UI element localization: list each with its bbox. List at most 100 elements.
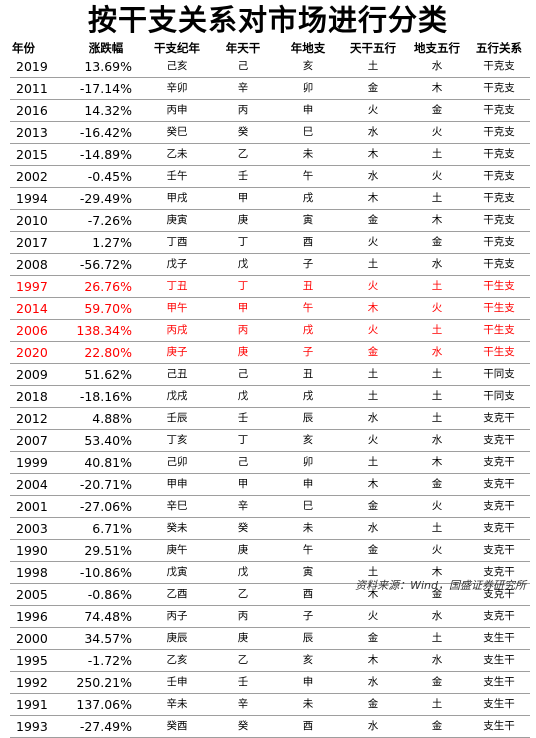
cell-ganzhi: 乙亥	[144, 649, 210, 672]
cell-relation: 支生干	[468, 715, 530, 738]
table-row: 2018 -18.16% 戊戌戊戌土土干同支	[10, 385, 530, 408]
cell-zhi: 酉	[276, 231, 340, 254]
cell-zhi: 卯	[276, 451, 340, 474]
cell-relation: 支克干	[468, 473, 530, 496]
cell-zhi: 寅	[276, 209, 340, 232]
cell-gan: 庚	[210, 627, 276, 650]
cell-gan: 丙	[210, 99, 276, 122]
cell-gan: 乙	[210, 143, 276, 166]
table-row: 2013 -16.42% 癸巳癸巳水火干克支	[10, 121, 530, 144]
cell-year: 2010	[10, 209, 68, 232]
source-note: 资料来源：Wind，国盛证券研究所	[355, 579, 526, 592]
cell-ganzhi: 辛巳	[144, 495, 210, 518]
cell-ganzhi: 癸巳	[144, 121, 210, 144]
cell-ganzhi: 丙申	[144, 99, 210, 122]
cell-zhi-wuxing: 水	[406, 341, 468, 364]
table-row: 1991 137.06% 辛未辛未金土支生干	[10, 693, 530, 716]
cell-relation: 干生支	[468, 297, 530, 320]
cell-ganzhi: 辛卯	[144, 77, 210, 100]
cell-year: 1992	[10, 671, 68, 694]
cell-change: -14.89%	[68, 143, 144, 166]
cell-relation: 干克支	[468, 253, 530, 276]
cell-year: 2000	[10, 627, 68, 650]
cell-gan: 己	[210, 363, 276, 386]
cell-relation: 干克支	[468, 187, 530, 210]
cell-zhi-wuxing: 火	[406, 495, 468, 518]
cell-relation: 支克干	[468, 429, 530, 452]
cell-year: 2016	[10, 99, 68, 122]
cell-gan-wuxing: 金	[340, 495, 406, 518]
cell-gan: 丁	[210, 275, 276, 298]
cell-gan: 丙	[210, 605, 276, 628]
cell-change: 13.69%	[68, 56, 144, 78]
cell-relation: 干同支	[468, 363, 530, 386]
cell-gan: 己	[210, 451, 276, 474]
cell-change: 6.71%	[68, 517, 144, 540]
cell-gan-wuxing: 水	[340, 517, 406, 540]
cell-ganzhi: 甲午	[144, 297, 210, 320]
table-row: 1992 250.21% 壬申壬申水金支生干	[10, 671, 530, 694]
table-row: 2011 -17.14% 辛卯辛卯金木干克支	[10, 77, 530, 100]
cell-ganzhi: 戊寅	[144, 561, 210, 584]
cell-zhi-wuxing: 火	[406, 539, 468, 562]
header-change: 涨跌幅	[88, 41, 124, 55]
zodiac-market-table: 年份 涨跌幅 干支纪年 年天干 年地支 天干五行 地支五行 五行关系 2019 1…	[10, 40, 530, 738]
table-row: 2017 1.27% 丁酉丁酉火金干克支	[10, 231, 530, 254]
cell-zhi: 酉	[276, 715, 340, 738]
cell-zhi: 未	[276, 517, 340, 540]
cell-zhi: 午	[276, 297, 340, 320]
cell-gan-wuxing: 金	[340, 693, 406, 716]
cell-year: 2007	[10, 429, 68, 452]
cell-change: 53.40%	[68, 429, 144, 452]
cell-change: -0.45%	[68, 165, 144, 188]
cell-gan: 庚	[210, 341, 276, 364]
cell-relation: 干克支	[468, 99, 530, 122]
table-row: 1998 -10.86% 戊寅戊寅土木支克干	[10, 561, 530, 584]
cell-change: 22.80%	[68, 341, 144, 364]
cell-gan: 戊	[210, 561, 276, 584]
cell-gan-wuxing: 土	[340, 561, 406, 584]
table-row: 2020 22.80% 庚子庚子金水干生支	[10, 341, 530, 364]
table-row: 2000 34.57% 庚辰庚辰金土支生干	[10, 627, 530, 650]
table-row: 2019 13.69% 己亥己亥土水干克支	[10, 56, 530, 78]
cell-zhi: 戌	[276, 187, 340, 210]
cell-relation: 支生干	[468, 627, 530, 650]
cell-zhi-wuxing: 水	[406, 56, 468, 78]
cell-year: 2006	[10, 319, 68, 342]
cell-zhi: 子	[276, 605, 340, 628]
cell-year: 2003	[10, 517, 68, 540]
cell-gan-wuxing: 火	[340, 429, 406, 452]
table-row: 1994 -29.49% 甲戌甲戌木土干克支	[10, 187, 530, 210]
table-row: 2015 -14.89% 乙未乙未木土干克支	[10, 143, 530, 166]
cell-change: -0.86%	[68, 583, 144, 606]
cell-gan: 癸	[210, 121, 276, 144]
cell-gan: 戊	[210, 385, 276, 408]
cell-change: 4.88%	[68, 407, 144, 430]
cell-zhi: 丑	[276, 275, 340, 298]
cell-zhi: 未	[276, 693, 340, 716]
cell-change: 51.62%	[68, 363, 144, 386]
cell-relation: 干克支	[468, 121, 530, 144]
table-row: 2010 -7.26% 庚寅庚寅金木干克支	[10, 209, 530, 232]
cell-zhi-wuxing: 土	[406, 319, 468, 342]
cell-relation: 支克干	[468, 561, 530, 584]
cell-gan-wuxing: 土	[340, 385, 406, 408]
header-gan: 年天干	[225, 41, 261, 55]
cell-zhi: 亥	[276, 429, 340, 452]
cell-year: 2017	[10, 231, 68, 254]
cell-gan-wuxing: 水	[340, 165, 406, 188]
table-row: 1999 40.81% 己卯己卯土木支克干	[10, 451, 530, 474]
cell-zhi: 申	[276, 473, 340, 496]
cell-change: -10.86%	[68, 561, 144, 584]
cell-change: 29.51%	[68, 539, 144, 562]
cell-zhi-wuxing: 木	[406, 451, 468, 474]
cell-zhi: 丑	[276, 363, 340, 386]
cell-year: 1994	[10, 187, 68, 210]
cell-zhi-wuxing: 金	[406, 473, 468, 496]
cell-ganzhi: 壬午	[144, 165, 210, 188]
table-row: 1997 26.76% 丁丑丁丑火土干生支	[10, 275, 530, 298]
cell-ganzhi: 丁丑	[144, 275, 210, 298]
cell-zhi-wuxing: 水	[406, 429, 468, 452]
cell-gan: 乙	[210, 649, 276, 672]
cell-ganzhi: 丙子	[144, 605, 210, 628]
